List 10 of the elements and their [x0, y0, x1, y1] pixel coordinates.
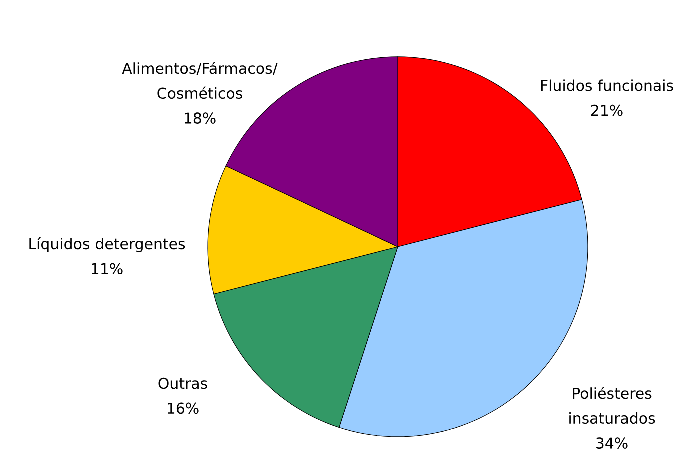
data-label: 11%: [92, 263, 123, 275]
data-label: 16%: [168, 402, 199, 414]
slice-label: Poliésteres insaturados: [570, 386, 656, 424]
data-label: 34%: [596, 438, 628, 449]
slice-label: Líquidos detergentes: [30, 237, 186, 253]
data-label: 21%: [591, 104, 623, 116]
data-label: 18%: [185, 112, 216, 124]
slice-label: Alimentos/Fármacos/ Cosméticos: [122, 62, 278, 100]
slice-label: Outras: [158, 378, 208, 390]
slice-label: Fluidos funcionais: [541, 80, 674, 92]
